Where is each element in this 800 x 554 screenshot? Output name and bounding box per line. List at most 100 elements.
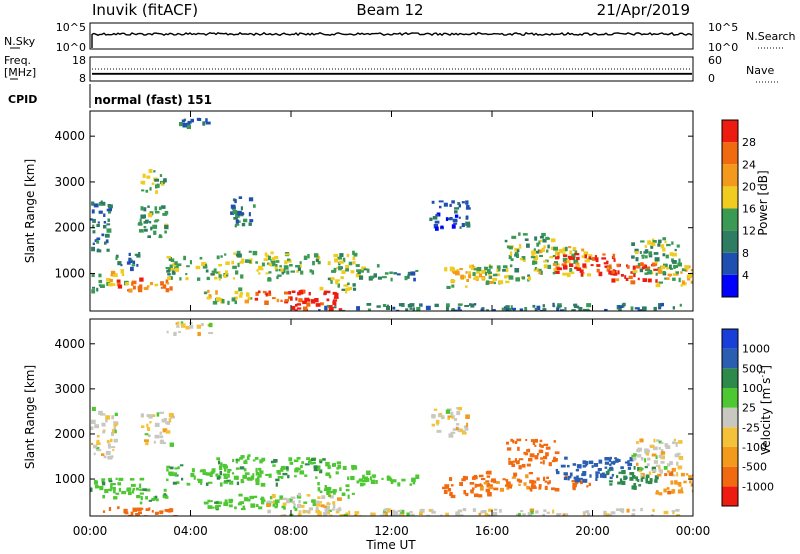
velocity-blob-14-cell: [369, 476, 372, 481]
velocity-blob-19-cell: [538, 449, 544, 454]
power-blob-20-cell: [481, 269, 486, 274]
velocity-blob-19-cell: [518, 458, 524, 461]
velocity-colorbar-tick: 100: [742, 382, 763, 395]
power-blob-14-cell: [314, 298, 319, 303]
velocity-blob-5-cell: [147, 427, 151, 431]
power-blob-28-cell: [634, 307, 640, 310]
velocity-ytick-label: 1000: [54, 472, 85, 486]
beam-label: Beam 12: [356, 1, 423, 19]
power-blob-1-cell: [92, 242, 95, 245]
velocity-blob-7-cell: [226, 479, 231, 483]
power-blob-19-cell: [459, 226, 462, 229]
power-blob-17-cell: [355, 264, 360, 267]
power-colorbar-frame: [721, 119, 739, 298]
power-blob-19-cell: [431, 200, 435, 204]
velocity-blob-1-cell: [102, 423, 106, 427]
velocity-blob-24-cell: [670, 471, 674, 476]
power-blob-27-cell: [673, 264, 678, 269]
velocity-blob-19-cell: [518, 465, 522, 470]
velocity-blob-22-cell: [635, 476, 639, 481]
power-blob-11-cell: [216, 255, 220, 260]
velocity-blob-23-cell: [667, 470, 670, 473]
velocity-blob-14-cell: [358, 478, 363, 482]
power-blob-6-cell: [149, 220, 152, 224]
power-blob-17-cell: [376, 264, 380, 268]
power-blob-15-cell: [283, 265, 289, 270]
velocity-blob-20-cell: [564, 475, 568, 478]
velocity-blob-2-cell: [115, 477, 118, 480]
power-blob-17-cell: [360, 269, 364, 273]
velocity-blob-13-cell: [328, 494, 331, 498]
power-blob-10-cell: [207, 289, 210, 293]
power-blob-24-cell: [567, 255, 572, 259]
power-blob-11-cell: [275, 264, 278, 267]
velocity-blob-5-cell: [162, 428, 168, 433]
velocity-blob-21-cell: [608, 467, 614, 471]
power-blob-17-cell: [363, 268, 368, 271]
power-blob-11-cell: [276, 276, 279, 280]
power-blob-23-cell: [532, 260, 536, 265]
power-blob-1-cell: [106, 223, 111, 226]
velocity-blob-3-cell: [155, 495, 158, 499]
power-blob-15-cell: [338, 260, 344, 264]
power-blob-16-cell: [341, 288, 346, 291]
velocity-blob-19-cell: [543, 443, 549, 446]
power-blob-8-cell: [211, 270, 217, 273]
power-blob-23-cell: [565, 247, 568, 251]
velocity-blob-19-cell: [540, 461, 543, 464]
velocity-blob-21-cell: [593, 463, 599, 467]
power-ytick-label: 4000: [54, 129, 85, 143]
velocity-blob-24-cell: [679, 490, 684, 494]
power-blob-12-cell: [235, 219, 239, 224]
velocity-blob-15-cell: [411, 477, 416, 482]
velocity-blob-10-cell: [274, 505, 278, 509]
velocity-blob-20-cell: [586, 485, 589, 488]
velocity-colorbar-swatch: [722, 486, 738, 506]
power-blob-1-cell: [103, 221, 107, 224]
power-blob-17-cell: [359, 275, 364, 280]
velocity-blob-12-cell: [322, 505, 327, 508]
power-blob-22-cell: [522, 259, 526, 262]
velocity-blob-9-cell: [242, 474, 247, 479]
velocity-blob-12-cell: [337, 497, 342, 501]
power-blob-15-cell: [296, 270, 300, 273]
power-blob-20-cell: [452, 270, 458, 274]
power-blob-21-cell: [514, 268, 520, 273]
velocity-blob-1-cell: [111, 455, 114, 459]
velocity-blob-11-cell: [342, 465, 347, 470]
power-blob-7-cell: [159, 174, 163, 177]
power-blob-8-cell: [174, 265, 179, 270]
velocity-blob-1-cell: [94, 424, 99, 429]
power-blob-24-cell: [612, 253, 616, 259]
velocity-blob-24-cell: [666, 487, 670, 490]
velocity-blob-25-cell: [631, 513, 636, 516]
power-blob-13-cell: [264, 300, 269, 305]
velocity-blob-22-cell: [629, 472, 635, 476]
power-blob-10-cell: [239, 292, 244, 295]
power-blob-5-cell: [132, 260, 136, 265]
velocity-blob-1-cell: [106, 439, 110, 444]
power-blob-21-cell: [492, 273, 498, 277]
velocity-blob-24-cell: [667, 490, 672, 495]
velocity-blob-8-cell: [228, 504, 233, 508]
velocity-blob-21-cell: [585, 461, 589, 466]
velocity-blob-24-cell: [691, 489, 693, 493]
power-blob-16-cell: [335, 280, 339, 285]
power-blob-26-cell: [632, 270, 638, 273]
power-blob-21-cell: [498, 280, 504, 285]
velocity-blob-25-cell: [472, 508, 476, 512]
velocity-blob-25-cell: [429, 508, 434, 512]
power-blob-25-cell: [606, 267, 610, 272]
velocity-blob-24-cell: [678, 484, 682, 487]
power-blob-17-cell: [355, 273, 361, 278]
velocity-blob-25-cell: [393, 512, 398, 516]
power-blob-1-cell: [93, 203, 99, 208]
velocity-blob-22-cell: [652, 466, 656, 469]
power-blob-15-cell: [352, 261, 356, 265]
power-blob-1-cell: [104, 233, 110, 238]
power-blob-18-cell: [389, 271, 393, 274]
